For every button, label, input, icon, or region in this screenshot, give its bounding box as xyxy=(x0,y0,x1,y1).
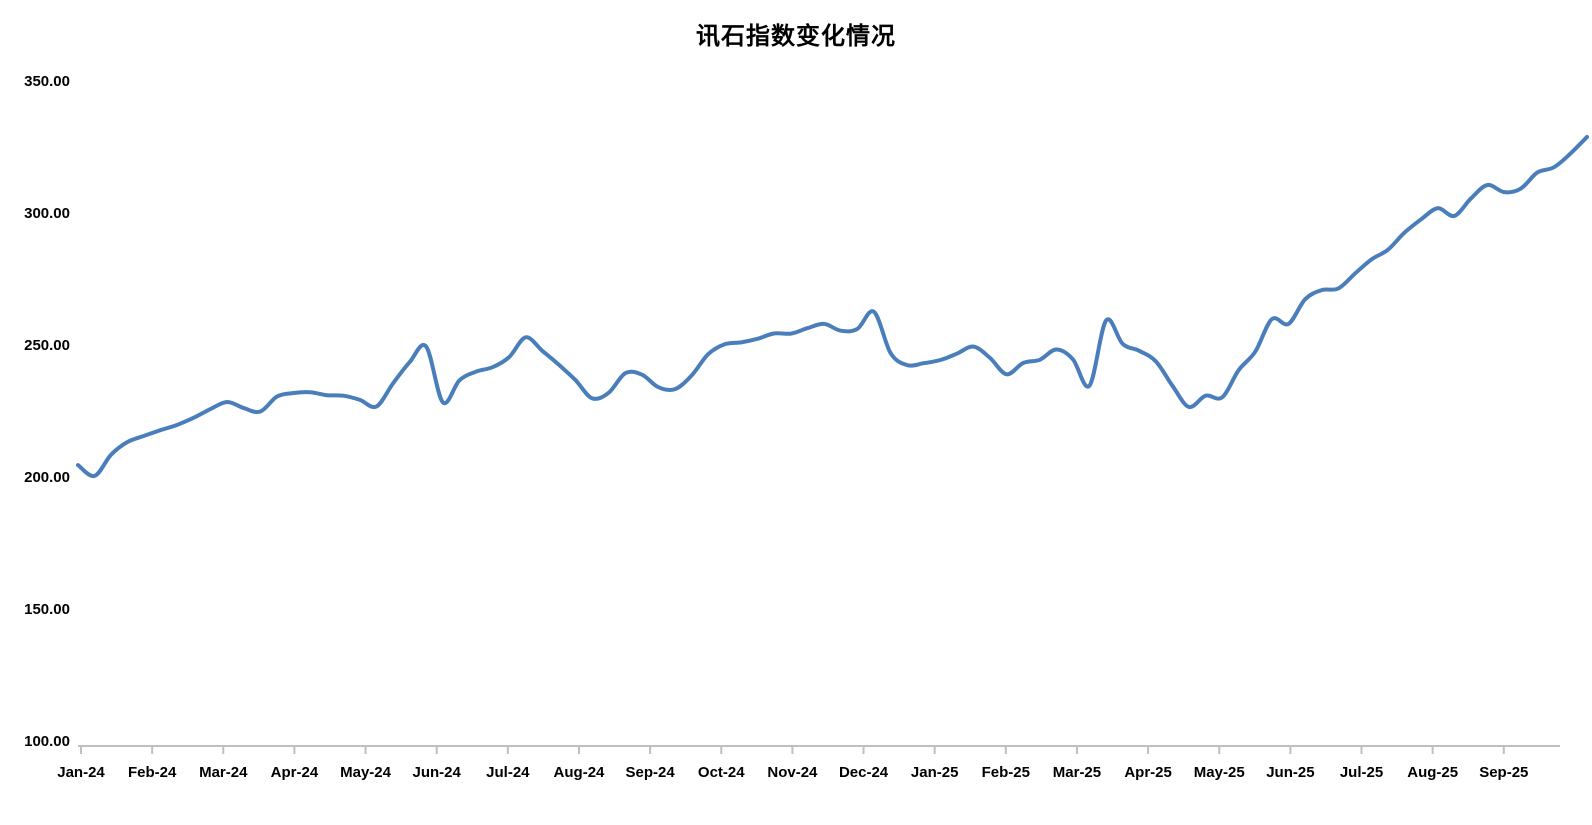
x-axis-tick-label: Oct-24 xyxy=(698,764,745,781)
x-axis-tick-label: Feb-25 xyxy=(982,764,1030,781)
y-axis-tick-label: 200.00 xyxy=(24,469,70,486)
x-axis-tick-label: Jun-24 xyxy=(413,764,462,781)
x-axis-tick-label: May-25 xyxy=(1194,764,1245,781)
y-axis-tick-label: 300.00 xyxy=(24,205,70,222)
x-axis-tick-label: Jun-25 xyxy=(1266,764,1314,781)
x-axis-tick-label: Nov-24 xyxy=(767,764,818,781)
x-axis-tick-label: Jan-24 xyxy=(57,764,105,781)
x-axis-tick-label: Aug-24 xyxy=(554,764,605,781)
x-axis-tick-label: Mar-25 xyxy=(1053,764,1101,781)
x-axis-tick-label: Mar-24 xyxy=(199,764,248,781)
y-axis-tick-label: 350.00 xyxy=(24,73,70,90)
index-line-series xyxy=(76,135,1589,479)
x-axis-tick-label: Sep-24 xyxy=(626,764,676,781)
y-axis-tick-label: 100.00 xyxy=(24,733,70,750)
chart-title: 讯石指数变化情况 xyxy=(696,21,896,50)
y-axis-tick-label: 250.00 xyxy=(24,337,70,354)
x-axis-tick-label: Apr-25 xyxy=(1124,764,1172,781)
x-axis-tick-label: Jan-25 xyxy=(911,764,959,781)
x-axis-tick-label: May-24 xyxy=(340,764,392,781)
x-axis-tick-label: Dec-24 xyxy=(839,764,889,781)
x-axis-tick-label: Jul-24 xyxy=(486,764,530,781)
y-axis-tick-label: 150.00 xyxy=(24,601,70,618)
x-axis-tick-label: Jul-25 xyxy=(1340,764,1383,781)
x-axis-tick-label: Sep-25 xyxy=(1479,764,1528,781)
x-axis-tick-label: Feb-24 xyxy=(128,764,177,781)
x-axis-tick-label: Apr-24 xyxy=(271,764,319,781)
x-axis-tick-label: Aug-25 xyxy=(1407,764,1458,781)
